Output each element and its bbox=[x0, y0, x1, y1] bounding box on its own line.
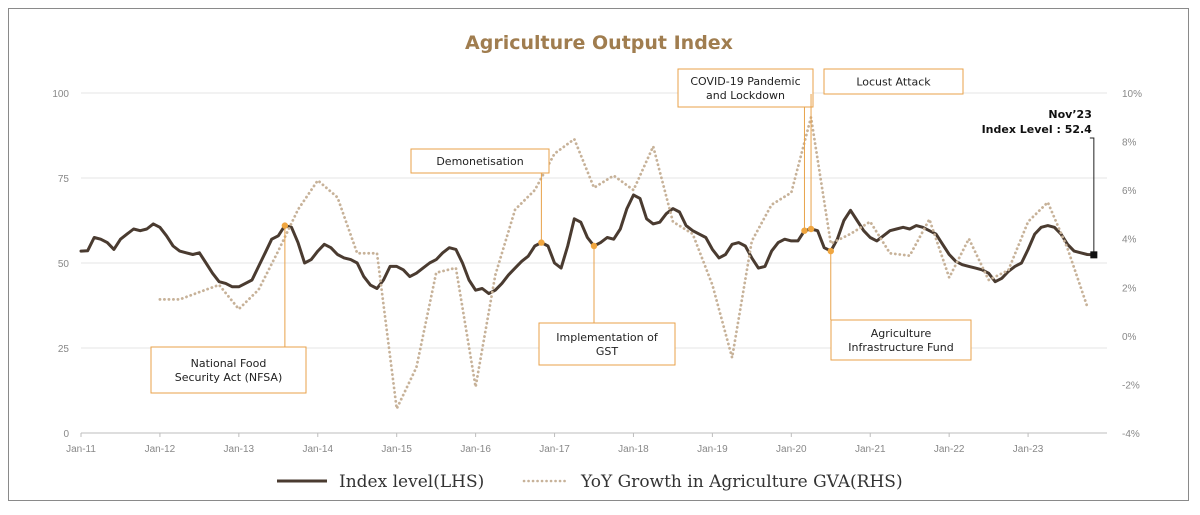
callout-text: Index Level : 52.4 bbox=[982, 123, 1093, 136]
y-right-tick-label: 0% bbox=[1122, 332, 1137, 343]
y-right-tick-label: 4% bbox=[1122, 235, 1137, 246]
legend-item-yoy-growth: YoY Growth in Agriculture GVA(RHS) bbox=[522, 472, 903, 492]
x-tick-label: Jan-17 bbox=[539, 444, 570, 455]
series-line-index-level-lhs bbox=[79, 193, 1096, 296]
y-right-tick-label: 2% bbox=[1122, 283, 1137, 294]
y-right-tick-label: -4% bbox=[1122, 429, 1140, 440]
annotation-box bbox=[677, 68, 814, 108]
series-layer bbox=[79, 115, 1096, 411]
chart-svg: Agriculture Output Index 0 25 50 75 100 -4% -2… bbox=[52, 32, 1142, 492]
legend-label: YoY Growth in Agriculture GVA(RHS) bbox=[580, 472, 903, 492]
annotation-text: and Lockdown bbox=[706, 89, 785, 102]
annotation-box bbox=[538, 322, 676, 366]
annotation-marker bbox=[807, 225, 815, 233]
annotation-marker bbox=[281, 222, 289, 229]
annotation-text: Implementation of bbox=[556, 331, 659, 344]
chart-title: Agriculture Output Index bbox=[465, 32, 733, 54]
callout-text: Nov’23 bbox=[1048, 108, 1091, 121]
legend: Index level(LHS) YoY Growth in Agricultur… bbox=[277, 472, 903, 492]
callout-leader-line bbox=[1089, 137, 1095, 255]
y-left-tick-label: 0 bbox=[63, 429, 69, 440]
x-tick-label: Jan-14 bbox=[302, 444, 333, 455]
x-tick-label: Jan-23 bbox=[1013, 444, 1044, 455]
x-tick-label: Jan-11 bbox=[66, 444, 96, 455]
legend-label: Index level(LHS) bbox=[339, 472, 484, 492]
annotation-text: National Food bbox=[191, 357, 267, 370]
annotation-box bbox=[150, 346, 307, 394]
y-left-tick-label: 50 bbox=[58, 259, 70, 270]
annotation-marker bbox=[801, 227, 808, 234]
chart-frame: Agriculture Output Index 0 25 50 75 100 -4% -2… bbox=[8, 8, 1189, 501]
annotation-text: GST bbox=[596, 345, 619, 358]
annotation-marker bbox=[590, 242, 598, 250]
x-tick-label: Jan-20 bbox=[776, 444, 807, 455]
annotation-marker bbox=[538, 239, 545, 246]
annotation-box bbox=[830, 319, 972, 361]
annotation-text: Demonetisation bbox=[436, 155, 523, 168]
annotation-locust-attack: Locust Attack bbox=[807, 68, 964, 233]
axis-layer: 0 25 50 75 100 -4% -2% 0% 2% 4% 6% 8% 10% Jan-11 Jan-1… bbox=[52, 89, 1142, 455]
x-tick-label: Jan-16 bbox=[460, 444, 491, 455]
x-tick-label: Jan-22 bbox=[934, 444, 965, 455]
x-tick-label: Jan-15 bbox=[381, 444, 412, 455]
callout-marker bbox=[1090, 251, 1098, 259]
y-left-tick-label: 100 bbox=[52, 89, 69, 100]
y-right-tick-label: -2% bbox=[1122, 380, 1140, 391]
annotation-text: Locust Attack bbox=[856, 76, 931, 89]
y-right-tick-label: 10% bbox=[1122, 89, 1142, 100]
x-tick-label: Jan-19 bbox=[697, 444, 728, 455]
x-tick-label: Jan-21 bbox=[855, 444, 886, 455]
annotation-box bbox=[410, 148, 550, 174]
annotation-text: Agriculture bbox=[871, 327, 932, 340]
y-left-tick-label: 25 bbox=[58, 344, 70, 355]
annotation-text: Security Act (NFSA) bbox=[175, 371, 283, 384]
series-line-yoy-growth-in-agriculture-gva-rhs bbox=[158, 115, 1089, 411]
legend-item-index-level: Index level(LHS) bbox=[277, 472, 484, 492]
annotation-demonetisation: Demonetisation bbox=[410, 148, 550, 246]
annotation-text: Infrastructure Fund bbox=[848, 341, 953, 354]
x-tick-label: Jan-13 bbox=[224, 444, 255, 455]
y-right-tick-label: 6% bbox=[1122, 186, 1137, 197]
latest-value-callout: Nov’23 Index Level : 52.4 bbox=[982, 108, 1098, 259]
x-tick-label: Jan-12 bbox=[145, 444, 176, 455]
x-tick-label: Jan-18 bbox=[618, 444, 649, 455]
y-right-tick-label: 8% bbox=[1122, 138, 1137, 149]
annotation-text: COVID-19 Pandemic bbox=[690, 75, 800, 88]
annotation-marker bbox=[827, 247, 834, 255]
annotation-box bbox=[823, 68, 964, 95]
y-left-tick-label: 75 bbox=[58, 174, 70, 185]
